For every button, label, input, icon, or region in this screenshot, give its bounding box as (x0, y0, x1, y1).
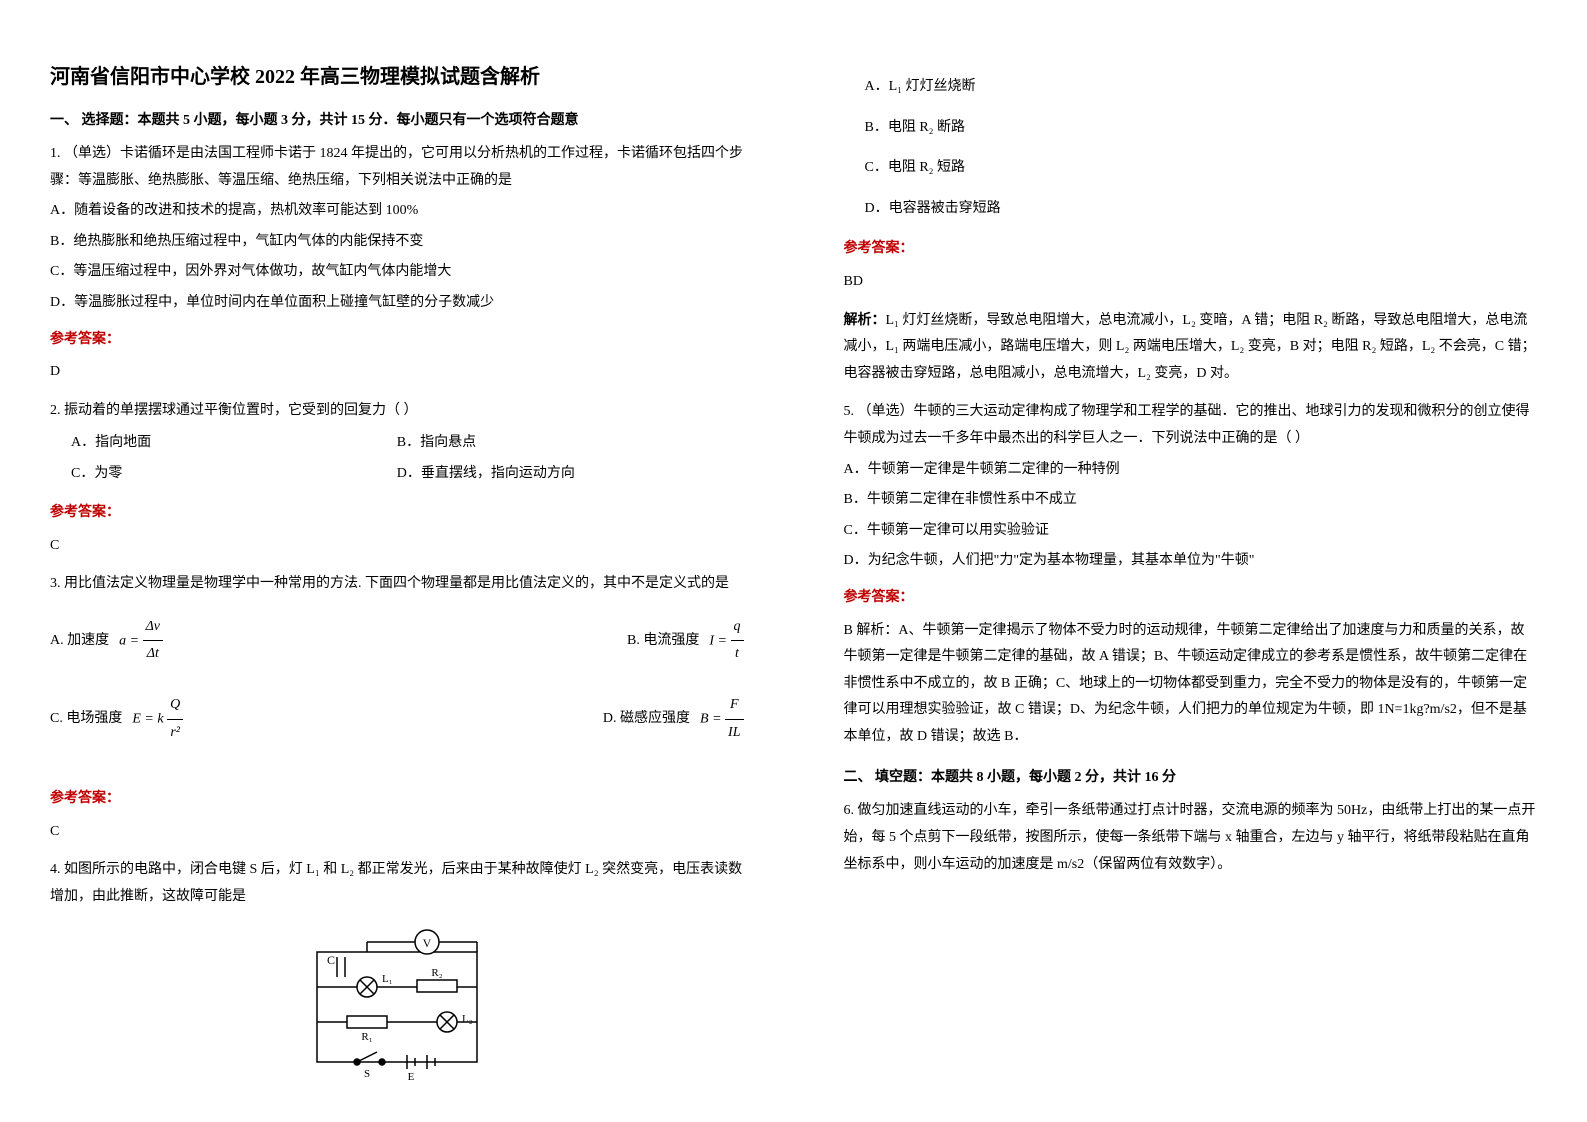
formula-a-frac: Δv Δt (143, 614, 163, 668)
q5-answer: B 解析：A、牛顿第一定律揭示了物体不受力时的运动规律，牛顿第二定律给出了加速度… (844, 618, 1538, 751)
formula-E-num: Q (167, 692, 183, 720)
right-column: A．L₁ 灯灯丝烧断 B．电阻 R₂ 断路 C．电阻 R₂ 短路 D．电容器被击… (794, 0, 1587, 1122)
q2-optA: A．指向地面 (50, 428, 397, 459)
q3-optB-label: B. 电流强度 (627, 628, 699, 655)
q3-optC: C. 电场强度 E = k Q r² (50, 692, 397, 746)
q3-optC-formula: E = k Q r² (132, 692, 183, 746)
circuit-diagram: V C L₁ R₂ (297, 922, 497, 1093)
svg-text:E: E (407, 1071, 414, 1082)
q1-answer-label: 参考答案： (50, 327, 744, 354)
formula-B-frac: F IL (725, 692, 743, 746)
q2-options-row1: A．指向地面 B．指向悬点 (50, 428, 744, 459)
q4-explain-text: L₁ 灯灯丝烧断，导致总电阻增大，总电流减小，L₂ 变暗，A 错；电阻 R₂ 断… (844, 313, 1536, 381)
q3-optC-label: C. 电场强度 (50, 706, 122, 733)
q4-optA: A．L₁ 灯灯丝烧断 (844, 74, 1538, 101)
circuit-svg: V C L₁ R₂ (297, 922, 497, 1082)
q3-optA-formula: a = Δv Δt (119, 614, 163, 668)
formula-B-num: F (725, 692, 743, 720)
q2-optC: C．为零 (50, 459, 397, 490)
q3-optD: D. 磁感应强度 B = F IL (397, 692, 744, 746)
q2-optD: D．垂直摆线，指向运动方向 (397, 459, 744, 490)
q2-stem: 2. 振动着的单摆摆球通过平衡位置时，它受到的回复力（ ） (50, 398, 744, 425)
q5-optD: D．为纪念牛顿，人们把"力"定为基本物理量，其基本单位为"牛顿" (844, 548, 1538, 575)
left-column: 河南省信阳市中心学校 2022 年高三物理模拟试题含解析 一、 选择题：本题共 … (0, 0, 794, 1122)
q3-optD-formula: B = F IL (700, 692, 743, 746)
formula-I-lhs: I (709, 633, 714, 648)
document-title: 河南省信阳市中心学校 2022 年高三物理模拟试题含解析 (50, 60, 744, 89)
formula-E-frac: Q r² (167, 692, 183, 746)
q5-optA: A．牛顿第一定律是牛顿第二定律的一种特例 (844, 457, 1538, 484)
q4-explain: 解析：L₁ 灯灯丝烧断，导致总电阻增大，总电流减小，L₂ 变暗，A 错；电阻 R… (844, 308, 1538, 388)
q5-answer-label: 参考答案： (844, 585, 1538, 612)
q2-optB: B．指向悬点 (397, 428, 744, 459)
q6-stem: 6. 做匀加速直线运动的小车，牵引一条纸带通过打点计时器，交流电源的频率为 50… (844, 798, 1538, 878)
q4-answer: BD (844, 269, 1538, 296)
q1-answer: D (50, 359, 744, 386)
section-1-header: 一、 选择题：本题共 5 小题，每小题 3 分，共计 15 分．每小题只有一个选… (50, 109, 744, 129)
section-2-header: 二、 填空题：本题共 8 小题，每小题 2 分，共计 16 分 (844, 766, 1538, 786)
formula-B-den: IL (725, 720, 743, 747)
formula-a-num: Δv (143, 614, 163, 642)
svg-text:C: C (327, 953, 335, 967)
q1-stem: 1. （单选）卡诺循环是由法国工程师卡诺于 1824 年提出的，它可用以分析热机… (50, 141, 744, 194)
q3-optB: B. 电流强度 I = q t (397, 614, 744, 668)
q4-optC: C．电阻 R₂ 短路 (844, 155, 1538, 182)
q1-optA: A．随着设备的改进和技术的提高，热机效率可能达到 100% (50, 198, 744, 225)
formula-B-lhs: B (700, 711, 709, 726)
q3-answer-label: 参考答案： (50, 786, 744, 813)
formula-I-frac: q t (731, 614, 744, 668)
q5-optB: B．牛顿第二定律在非惯性系中不成立 (844, 487, 1538, 514)
question-5: 5. （单选）牛顿的三大运动定律构成了物理学和工程学的基础．它的推出、地球引力的… (844, 399, 1538, 750)
q2-answer: C (50, 533, 744, 560)
q4-answer-label: 参考答案： (844, 236, 1538, 263)
q4-optB: B．电阻 R₂ 断路 (844, 115, 1538, 142)
q2-options-row2: C．为零 D．垂直摆线，指向运动方向 (50, 459, 744, 490)
q1-optD: D．等温膨胀过程中，单位时间内在单位面积上碰撞气缸壁的分子数减少 (50, 290, 744, 317)
q4-explain-label: 解析： (844, 313, 886, 328)
formula-a-den: Δt (143, 641, 163, 668)
svg-text:L₁: L₁ (382, 973, 393, 985)
question-2: 2. 振动着的单摆摆球通过平衡位置时，它受到的回复力（ ） A．指向地面 B．指… (50, 398, 744, 559)
q3-stem: 3. 用比值法定义物理量是物理学中一种常用的方法. 下面四个物理量都是用比值法定… (50, 571, 744, 598)
question-1: 1. （单选）卡诺循环是由法国工程师卡诺于 1824 年提出的，它可用以分析热机… (50, 141, 744, 386)
formula-E-den: r² (167, 720, 183, 747)
q1-optC: C．等温压缩过程中，因外界对气体做功，故气缸内气体内能增大 (50, 259, 744, 286)
formula-E-k: k (157, 711, 163, 726)
question-4: 4. 如图所示的电路中，闭合电键 S 后，灯 L₁ 和 L₂ 都正常发光，后来由… (50, 857, 744, 1093)
q1-optB: B．绝热膨胀和绝热压缩过程中，气缸内气体的内能保持不变 (50, 229, 744, 256)
q3-optD-label: D. 磁感应强度 (603, 706, 690, 733)
svg-text:R₁: R₁ (361, 1031, 372, 1043)
q3-optA-label: A. 加速度 (50, 628, 109, 655)
q3-formula-options: A. 加速度 a = Δv Δt B. 电流强度 I = q t (50, 614, 744, 770)
q4-stem: 4. 如图所示的电路中，闭合电键 S 后，灯 L₁ 和 L₂ 都正常发光，后来由… (50, 857, 744, 910)
q3-optA: A. 加速度 a = Δv Δt (50, 614, 397, 668)
q3-optB-formula: I = q t (709, 614, 743, 668)
formula-a-lhs: a (119, 633, 126, 648)
question-3: 3. 用比值法定义物理量是物理学中一种常用的方法. 下面四个物理量都是用比值法定… (50, 571, 744, 845)
formula-E-lhs: E (132, 711, 141, 726)
svg-text:S: S (364, 1068, 370, 1080)
svg-text:R₂: R₂ (431, 967, 442, 979)
q5-stem: 5. （单选）牛顿的三大运动定律构成了物理学和工程学的基础．它的推出、地球引力的… (844, 399, 1538, 452)
question-4-options: A．L₁ 灯灯丝烧断 B．电阻 R₂ 断路 C．电阻 R₂ 短路 D．电容器被击… (844, 74, 1538, 387)
q2-answer-label: 参考答案： (50, 500, 744, 527)
formula-I-den: t (731, 641, 744, 668)
q3-answer: C (50, 819, 744, 846)
q4-optD: D．电容器被击穿短路 (844, 196, 1538, 223)
svg-text:V: V (422, 936, 431, 950)
q5-optC: C．牛顿第一定律可以用实验验证 (844, 518, 1538, 545)
formula-I-num: q (731, 614, 744, 642)
svg-text:L₂: L₂ (462, 1013, 473, 1025)
question-6: 6. 做匀加速直线运动的小车，牵引一条纸带通过打点计时器，交流电源的频率为 50… (844, 798, 1538, 878)
